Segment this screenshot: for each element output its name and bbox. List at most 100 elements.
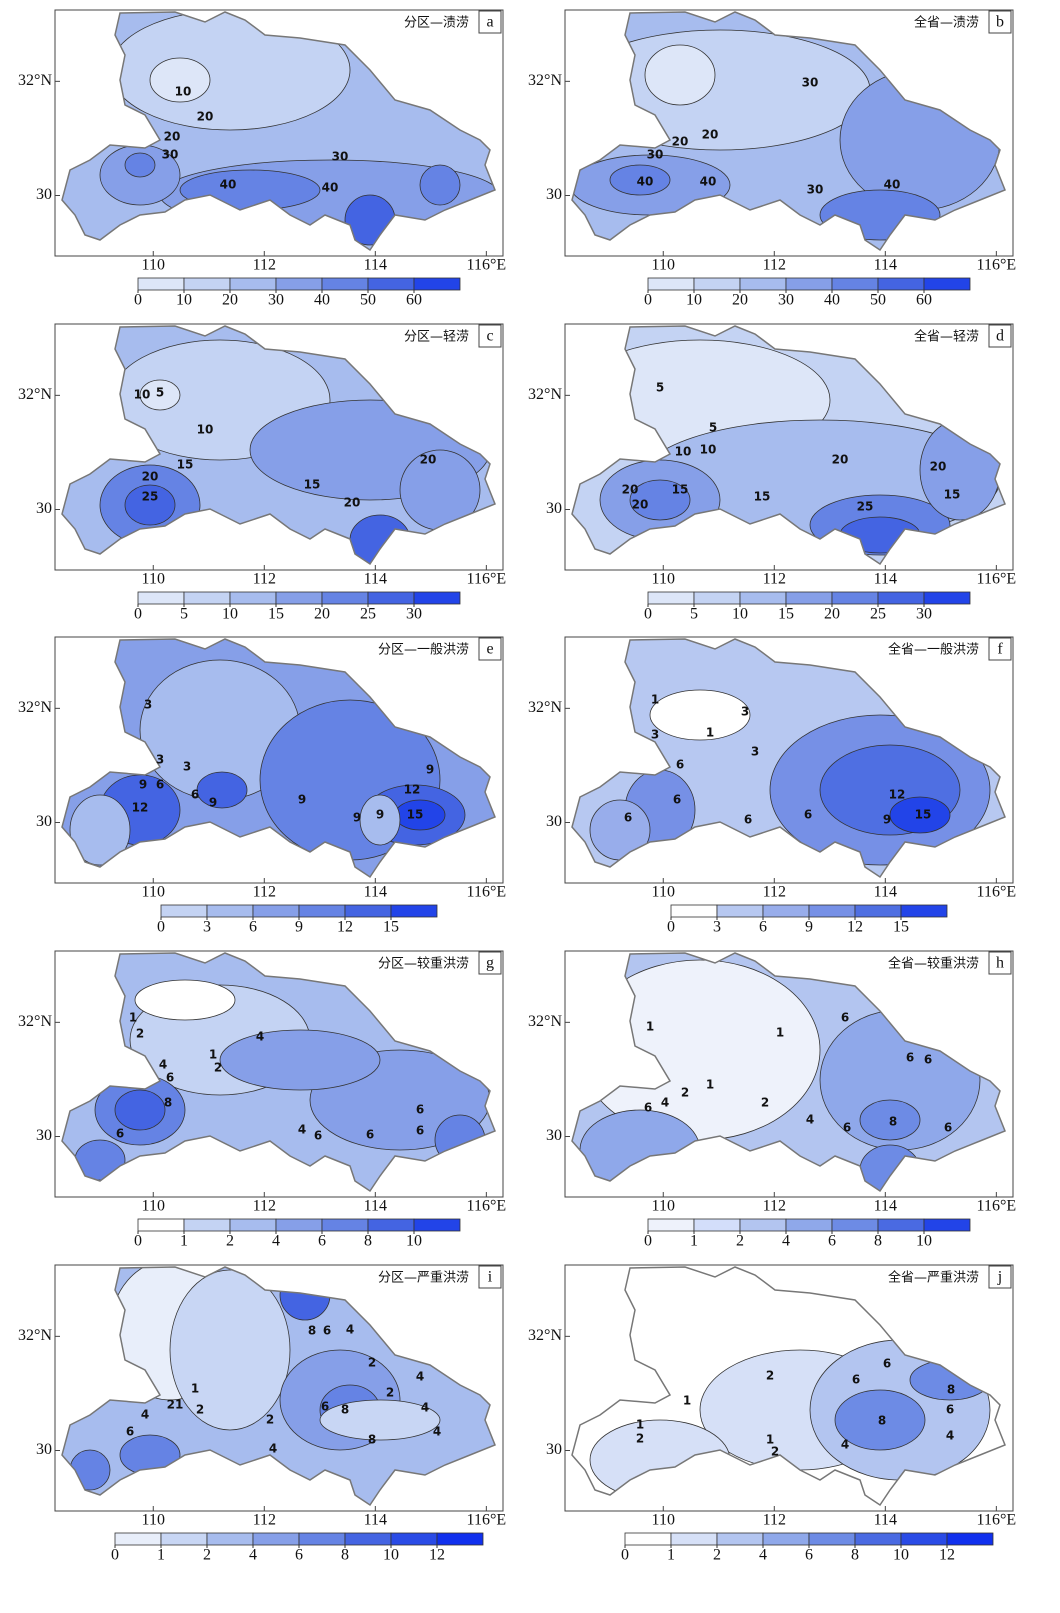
x-tick-label: 114 [874,257,897,274]
map-panel: 10 20 20 30 30 40 40 分区—渍涝 a 110 112 114 116°E 32°N 30… [18,9,506,309]
colorbar-segment [367,1218,415,1232]
colorbar-label: 4 [272,1233,280,1250]
x-tick-label: 112 [763,1198,786,1215]
colorbar-segment [413,277,461,291]
contour-label: 20 [344,496,361,510]
contour-label: 8 [878,1414,886,1428]
contour-label: 2 [771,1445,779,1459]
contour-region [589,1419,731,1501]
colorbar-label: 8 [364,1233,372,1250]
colorbar-label: 6 [249,919,257,936]
map-frame [564,1264,1014,1512]
label-box [478,10,502,34]
contour-label: 3 [651,728,659,742]
colorbar-segment [900,1532,948,1546]
x-tick-label: 110 [142,571,165,588]
colorbar-label: 0 [621,1547,629,1564]
x-tick-label: 112 [763,257,786,274]
province-border [571,325,1006,566]
colorbar-label: 9 [295,919,303,936]
colorbar-segment [693,1218,741,1232]
contour-label: 8 [368,1433,376,1447]
contour-region [179,169,321,211]
y-tick-label: 30 [36,1441,52,1458]
y-tick-label: 30 [546,186,562,203]
x-tick-label: 112 [253,1198,276,1215]
contour-region [359,794,401,846]
contour-label: 1 [651,693,659,707]
colorbar-label: 15 [778,606,794,623]
contour-label: 4 [433,1425,441,1439]
contour-label: 30 [162,148,179,162]
contour-label: 4 [269,1442,277,1456]
colorbar-label: 10 [893,1547,909,1564]
contour-label: 1 [636,1418,644,1432]
panel-label: f [997,641,1003,658]
y-tick-label: 32°N [18,1327,52,1344]
contour-label: 6 [946,1403,954,1417]
contour-region [839,69,1001,211]
y-tick-label: 32°N [528,386,562,403]
panel-title: 全省—较重洪涝 [888,956,979,972]
contour-region [74,1139,126,1181]
contour-label: 6 [321,1400,329,1414]
colorbar-segment [183,1218,231,1232]
colorbar-segment [298,1532,346,1546]
contour-region [589,799,651,861]
x-tick-label: 116°E [977,1198,1017,1215]
contour-region [124,152,156,178]
colorbar-segment [647,1218,695,1232]
contour-label: 15 [672,483,689,497]
colorbar-segment [831,591,879,605]
contour-region [69,1449,111,1491]
contour-label: 9 [883,813,891,827]
x-tick-label: 110 [652,257,675,274]
contour-label: 6 [323,1324,331,1338]
colorbar-label: 0 [644,292,652,309]
contour-region [169,1269,291,1431]
map-frame [564,636,1014,884]
colorbar-label: 30 [916,606,932,623]
colorbar-segment [252,1532,300,1546]
colorbar-segment [785,277,833,291]
province-border [61,638,496,879]
colorbar-label: 0 [134,606,142,623]
colorbar-segment [183,277,231,291]
contour-label: 30 [332,150,349,164]
contour-label: 21 [167,1398,184,1412]
contour-label: 6 [314,1129,322,1143]
contour-label: 20 [197,110,214,124]
x-tick-label: 112 [763,571,786,588]
contour-label: 15 [915,808,932,822]
contour-label: 15 [177,458,194,472]
contour-region [644,44,716,106]
contour-label: 15 [407,808,424,822]
contour-label: 6 [676,758,684,772]
contours [99,12,495,246]
colorbar-segment [670,904,718,918]
colorbar-label: 50 [870,292,886,309]
colorbar-segment [877,277,925,291]
y-tick-label: 32°N [18,386,52,403]
colorbar-segment [762,1532,810,1546]
contour-region [819,189,941,241]
colorbar-segment [275,1218,323,1232]
colorbar-segment [693,591,741,605]
x-tick-label: 116°E [977,884,1017,901]
contour-label: 6 [191,788,199,802]
contour-label: 20 [142,470,159,484]
x-tick-label: 114 [364,571,387,588]
colorbar-segment [183,591,231,605]
colorbar-segment [160,1532,208,1546]
colorbar-segment [413,591,461,605]
colorbar-segment [252,904,300,918]
contour-region [279,1269,331,1321]
contour-region [139,379,181,411]
contour-label: 4 [806,1113,814,1127]
panel-title: 分区—渍涝 [404,15,469,31]
contour-label: 2 [136,1027,144,1041]
map-frame [54,1264,504,1512]
contour-label: 8 [341,1403,349,1417]
colorbar-label: 9 [805,919,813,936]
contour-label: 4 [159,1058,167,1072]
